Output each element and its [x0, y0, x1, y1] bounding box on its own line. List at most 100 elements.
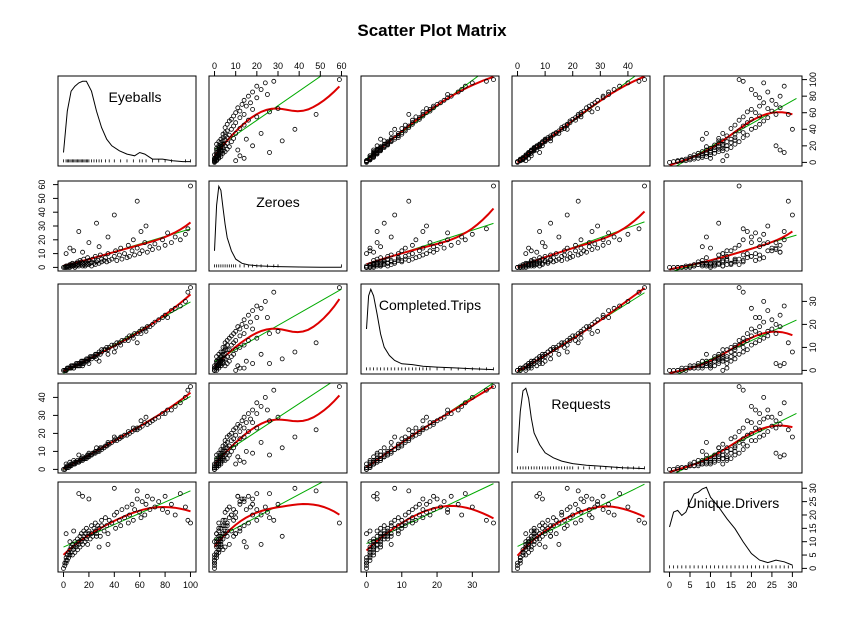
data-point	[728, 456, 734, 462]
data-point	[749, 430, 754, 436]
data-point	[67, 539, 73, 545]
data-point	[556, 351, 562, 357]
data-point	[228, 448, 234, 454]
data-point	[611, 87, 617, 92]
panel-requests-vs-unique-drivers	[511, 481, 651, 573]
data-point	[392, 434, 398, 440]
data-point	[732, 351, 738, 357]
data-point	[712, 142, 717, 148]
data-point	[122, 251, 127, 257]
data-point	[537, 150, 542, 155]
data-point	[129, 501, 135, 507]
data-point	[127, 253, 132, 259]
data-point	[367, 245, 373, 251]
data-point	[222, 125, 228, 130]
panel-frame	[663, 75, 803, 167]
data-point	[773, 247, 779, 252]
data-point	[111, 512, 117, 518]
data-point	[575, 507, 581, 513]
data-point	[258, 87, 264, 92]
data-point	[586, 326, 592, 332]
data-point	[589, 247, 595, 252]
data-point	[231, 135, 237, 141]
data-point	[254, 303, 260, 309]
data-point	[448, 411, 454, 417]
data-point	[406, 125, 412, 130]
data-point	[716, 220, 722, 226]
data-point	[134, 427, 140, 433]
data-point	[540, 525, 545, 531]
tick-label: 20	[37, 428, 47, 438]
data-point	[416, 248, 422, 254]
data-point	[224, 456, 230, 462]
data-point	[399, 517, 405, 523]
data-point	[523, 158, 529, 164]
data-point	[388, 439, 394, 445]
data-point	[71, 528, 77, 534]
data-point	[606, 230, 611, 236]
data-point	[168, 501, 174, 507]
data-point	[222, 438, 228, 444]
data-point	[105, 439, 111, 445]
data-point	[573, 520, 578, 526]
data-point	[63, 461, 69, 467]
data-point	[431, 421, 436, 427]
data-point	[559, 258, 565, 263]
data-point	[732, 342, 738, 348]
data-point	[761, 298, 767, 304]
tick-label: 40	[294, 61, 304, 71]
data-point	[85, 358, 90, 364]
data-point	[111, 349, 117, 355]
data-point	[177, 303, 183, 309]
tick-label: 30	[467, 580, 477, 590]
data-point	[564, 485, 570, 491]
data-point	[129, 248, 135, 254]
data-point	[250, 107, 256, 112]
data-point	[586, 324, 592, 330]
data-point	[578, 509, 584, 515]
data-point	[699, 136, 705, 142]
data-point	[86, 496, 92, 502]
data-point	[96, 244, 102, 250]
data-point	[231, 517, 237, 523]
data-point	[636, 226, 642, 232]
data-point	[761, 255, 767, 261]
data-point	[567, 515, 573, 521]
x-axis-top-zeroes: 0 10 20 30 40 50 60	[212, 61, 346, 77]
data-point	[86, 450, 92, 456]
data-point	[114, 340, 120, 346]
data-point	[406, 198, 412, 204]
data-point	[431, 420, 436, 426]
data-point	[80, 542, 85, 547]
data-point	[526, 262, 531, 268]
data-point	[589, 515, 595, 521]
data-point	[94, 533, 99, 539]
panel-frame	[511, 283, 651, 375]
data-point	[95, 351, 101, 357]
data-point	[212, 566, 217, 571]
data-point	[732, 445, 738, 451]
data-point	[559, 509, 565, 515]
data-point	[757, 121, 762, 127]
data-point	[531, 539, 537, 545]
data-point	[551, 515, 556, 521]
data-point	[520, 365, 526, 371]
data-point	[777, 411, 783, 417]
data-point	[144, 493, 150, 499]
data-point	[399, 523, 405, 529]
data-point	[491, 384, 496, 390]
data-point	[250, 407, 256, 413]
panel-frame	[360, 382, 500, 474]
data-point	[611, 234, 617, 240]
data-point	[687, 263, 693, 269]
tick-label: 10	[808, 342, 818, 352]
data-point	[381, 533, 387, 539]
data-point	[483, 517, 489, 523]
data-point	[687, 264, 693, 270]
data-point	[537, 356, 542, 362]
data-point	[392, 517, 398, 523]
data-point	[753, 251, 758, 257]
data-point	[409, 515, 415, 521]
data-point	[459, 403, 465, 409]
data-point	[73, 263, 79, 269]
